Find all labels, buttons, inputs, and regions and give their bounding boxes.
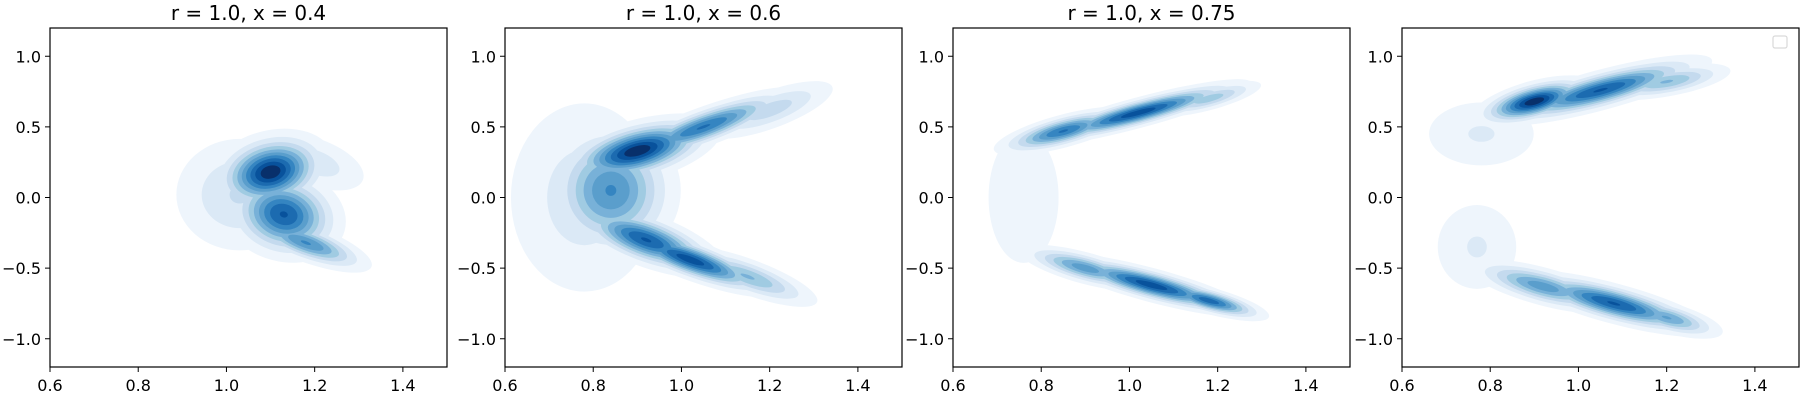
y-tick-label: −1.0 [905, 330, 944, 349]
y-tick-label: 0.5 [16, 118, 41, 137]
x-tick-label: 1.2 [302, 376, 327, 395]
contour-band-7-blob-3 [605, 184, 617, 196]
contour-band-9-blob-2 [279, 211, 288, 218]
y-tick-label: 1.0 [16, 47, 41, 66]
y-tick-label: −1.0 [457, 330, 496, 349]
x-tick-label: 0.8 [580, 376, 605, 395]
y-tick-label: 0.0 [919, 189, 944, 208]
contour-band-9-blob-2 [1120, 107, 1156, 118]
y-tick-label: 0.0 [16, 189, 41, 208]
contour-band-6-blob-4 [1527, 280, 1559, 293]
contour-band-10-blob-1 [1524, 97, 1545, 106]
contour-band-9-blob-5 [676, 253, 705, 266]
contour-band-3-blob-7 [747, 99, 792, 121]
density-contours [988, 79, 1270, 322]
x-tick-label: 1.0 [214, 376, 239, 395]
contour-band-9-blob-5 [1607, 301, 1621, 306]
contour-band-6-blob-6 [1661, 315, 1672, 320]
x-tick-label: 0.8 [1477, 376, 1502, 395]
contour-band-2-blob-7 [1468, 126, 1495, 142]
y-tick-label: 0.5 [919, 118, 944, 137]
y-tick-label: 0.0 [1368, 189, 1393, 208]
subplot-title: r = 1.0, x = 0.4 [171, 1, 326, 25]
density-contours [176, 128, 372, 273]
contour-band-1-blob-7 [988, 132, 1059, 263]
contour-band-9-blob-4 [641, 237, 652, 243]
y-tick-label: −1.0 [1354, 330, 1393, 349]
subplot-4: 0.6 0.8 1.0 1.2 1.4 1.0 0.5 0.0 −0.5 −1.0 [1354, 27, 1800, 395]
y-tick-label: −0.5 [457, 259, 496, 278]
y-tick-label: −1.0 [2, 330, 41, 349]
contour-band-8-blob-1 [1058, 129, 1069, 133]
contour-band-10-blob-1 [624, 145, 651, 157]
x-tick-label: 1.2 [1654, 376, 1679, 395]
x-tick-label: 1.2 [757, 376, 782, 395]
x-tick-label: 1.0 [669, 376, 694, 395]
x-tick-label: 1.4 [1293, 376, 1318, 395]
x-tick-label: 1.0 [1117, 376, 1142, 395]
x-tick-label: 0.8 [1028, 376, 1053, 395]
legend-box [1772, 35, 1788, 49]
y-tick-label: −0.5 [1354, 259, 1393, 278]
y-tick-label: 0.0 [471, 189, 496, 208]
x-tick-label: 0.6 [1389, 376, 1414, 395]
x-tick-label: 1.4 [845, 376, 870, 395]
x-tick-label: 0.6 [492, 376, 517, 395]
contour-band-7-blob-3 [300, 240, 311, 246]
x-tick-label: 1.2 [1205, 376, 1230, 395]
x-tick-label: 1.4 [390, 376, 415, 395]
x-tick-label: 0.8 [125, 376, 150, 395]
density-contours [510, 81, 833, 307]
subplot-2: 0.6 0.8 1.0 1.2 1.4 1.0 0.5 0.0 −0.5 −1.0 r = 1.0,… [457, 1, 903, 395]
contour-band-6-blob-4 [1071, 263, 1100, 273]
contour-band-9-blob-2 [1593, 87, 1608, 93]
y-tick-label: 0.5 [471, 118, 496, 137]
y-tick-label: −0.5 [905, 259, 944, 278]
x-tick-label: 0.6 [37, 376, 62, 395]
subplot-1: 0.6 0.8 1.0 1.2 1.4 1.0 0.5 0.0 −0.5 −1.0 r = 1.0,… [2, 1, 448, 395]
subplot-3: 0.6 0.8 1.0 1.2 1.4 1.0 0.5 0.0 −0.5 −1.0 r = 1.0,… [905, 1, 1351, 395]
y-tick-label: 0.5 [1368, 118, 1393, 137]
x-tick-label: 1.0 [1566, 376, 1591, 395]
density-contours [1429, 54, 1731, 339]
y-tick-label: −0.5 [2, 259, 41, 278]
contour-band-4-blob-3 [1194, 93, 1224, 104]
contour-band-8-blob-6 [1198, 297, 1219, 305]
subplot-title: r = 1.0, x = 0.6 [626, 1, 781, 25]
y-tick-label: 1.0 [471, 47, 496, 66]
x-tick-label: 1.4 [1742, 376, 1767, 395]
contour-band-5-blob-3 [1660, 79, 1674, 84]
x-tick-label: 0.6 [940, 376, 965, 395]
contour-band-8-blob-2 [696, 124, 711, 130]
subplot-title: r = 1.0, x = 0.75 [1067, 1, 1235, 25]
contour-band-5-blob-6 [740, 273, 755, 280]
contour-band-9-blob-5 [1135, 280, 1168, 291]
contour-band-2-blob-8 [1467, 236, 1487, 258]
contour-band-10-blob-1 [260, 165, 281, 179]
y-tick-label: 1.0 [919, 47, 944, 66]
y-tick-label: 1.0 [1368, 47, 1393, 66]
